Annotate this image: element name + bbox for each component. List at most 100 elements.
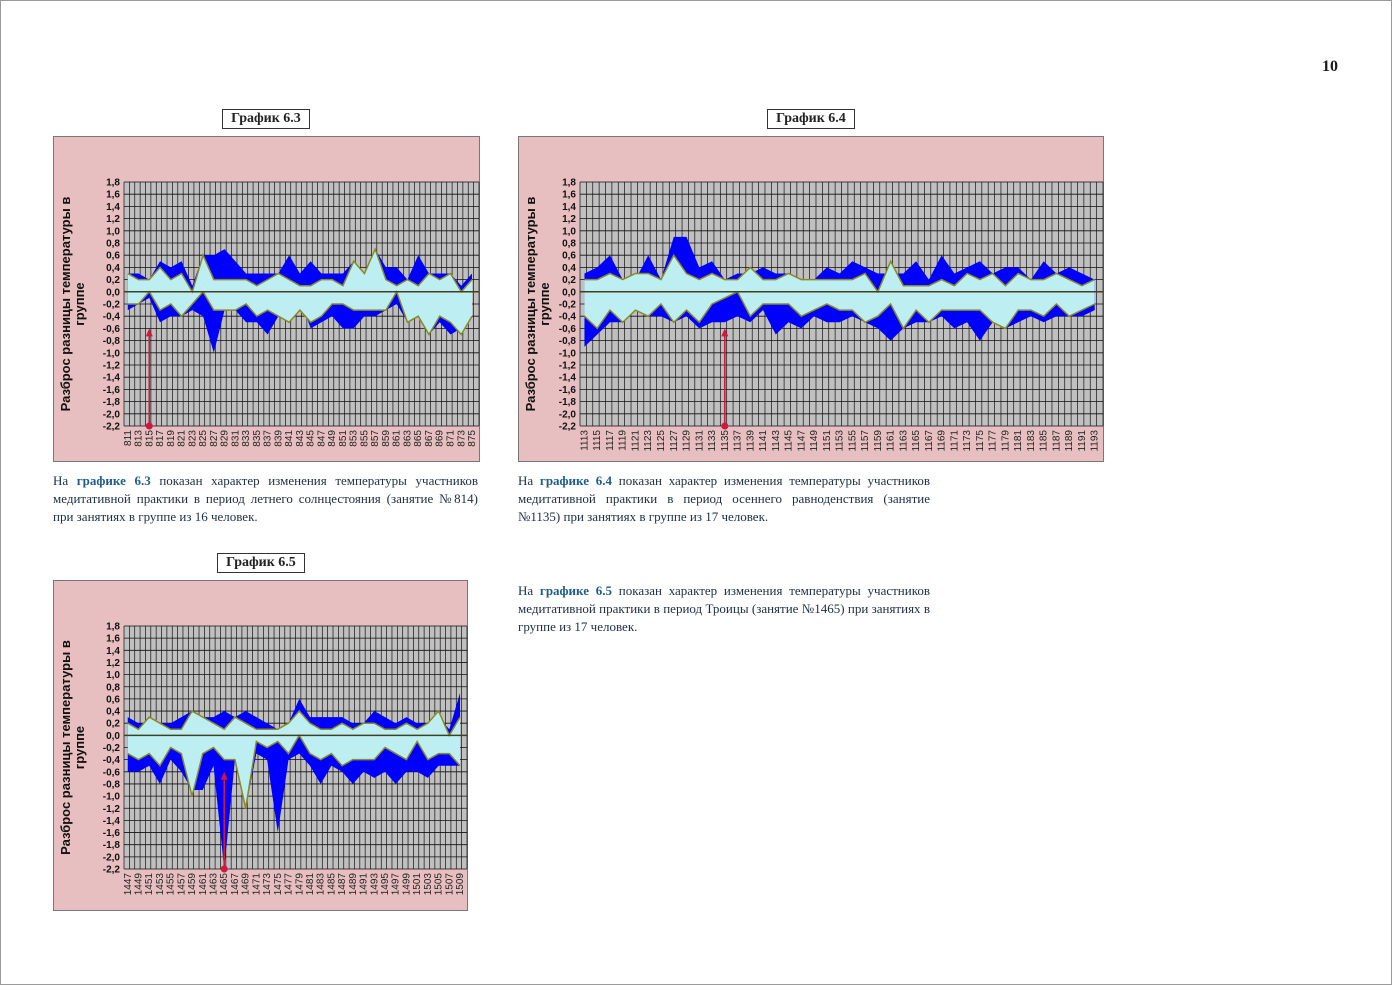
y-tick-label: -1,2 xyxy=(559,361,577,372)
y-tick-label: 1,0 xyxy=(106,670,120,681)
y-tick-label: -0,2 xyxy=(103,743,121,754)
chart-6-3: 1,81,61,41,21,00,80,60,40,20,0-0,2-0,4-0… xyxy=(53,136,480,462)
x-tick-label: 865 xyxy=(413,430,424,447)
caption-prefix: На xyxy=(518,473,540,488)
series-band-lower-line xyxy=(127,733,461,809)
x-tick-label: 1461 xyxy=(198,873,209,896)
y-tick-label: -0,6 xyxy=(103,767,121,778)
x-tick-label: 1135 xyxy=(720,430,731,452)
x-tick-label: 873 xyxy=(456,430,467,447)
x-tick-label: 833 xyxy=(241,430,252,447)
marker-point xyxy=(145,422,153,430)
x-tick-label: 1149 xyxy=(809,430,820,452)
x-tick-label: 1459 xyxy=(187,873,198,896)
x-tick-label: 1453 xyxy=(155,873,166,896)
x-tick-label: 1163 xyxy=(898,430,909,452)
x-tick-label: 1145 xyxy=(784,430,795,452)
series-spread-area xyxy=(127,249,473,353)
x-tick-label: 1143 xyxy=(771,430,782,452)
y-tick-label: -2,2 xyxy=(103,422,121,433)
caption-chart-link[interactable]: графике 6.5 xyxy=(539,583,612,598)
series-band-upper-line xyxy=(127,247,473,294)
x-tick-label: 1113 xyxy=(579,430,590,451)
x-tick-label: 841 xyxy=(284,430,295,447)
x-tick-label: 1155 xyxy=(847,430,858,452)
y-tick-label: 1,6 xyxy=(106,190,120,201)
y-tick-label: -1,2 xyxy=(103,804,121,815)
caption-text: показан характер изменения температуры у… xyxy=(518,473,930,524)
x-tick-label: 851 xyxy=(338,430,349,447)
caption-chart-link[interactable]: графике 6.3 xyxy=(76,473,151,488)
y-tick-label: 0,4 xyxy=(562,263,576,274)
x-tick-label: 1181 xyxy=(1013,430,1024,452)
x-tick-label: 1489 xyxy=(348,873,359,896)
x-tick-label: 1175 xyxy=(975,430,986,452)
series-band-upper-line xyxy=(127,709,461,737)
caption-6-3: На графике 6.3 показан характер изменени… xyxy=(53,472,478,526)
x-tick-label: 815 xyxy=(144,430,155,447)
x-tick-label: 1507 xyxy=(444,873,455,896)
y-axis-title: группе xyxy=(537,282,552,325)
x-tick-label: 825 xyxy=(198,430,209,447)
y-tick-label: 1,8 xyxy=(106,622,120,633)
x-tick-label: 1177 xyxy=(988,430,999,452)
x-tick-label: 1183 xyxy=(1026,430,1037,452)
x-tick-label: 1479 xyxy=(294,873,305,896)
x-tick-label: 821 xyxy=(177,430,188,447)
x-tick-label: 1139 xyxy=(745,430,756,452)
x-tick-label: 1185 xyxy=(1039,430,1050,452)
chart-title-6-4: График 6.4 xyxy=(767,109,855,129)
x-tick-label: 1487 xyxy=(337,873,348,896)
x-tick-label: 1169 xyxy=(937,430,948,452)
x-tick-label: 823 xyxy=(187,430,198,447)
x-tick-label: 1503 xyxy=(423,873,434,896)
x-tick-label: 1447 xyxy=(123,873,134,896)
x-tick-label: 1137 xyxy=(733,430,744,452)
y-tick-label: -1,4 xyxy=(103,816,121,827)
marker-arrow-head xyxy=(721,328,729,337)
y-tick-label: 0,2 xyxy=(106,719,120,730)
y-tick-label: -1,4 xyxy=(103,373,121,384)
y-tick-label: -1,8 xyxy=(559,397,577,408)
y-tick-label: -0,8 xyxy=(103,779,121,790)
y-tick-label: 0,6 xyxy=(562,251,576,262)
y-tick-label: 1,6 xyxy=(562,190,576,201)
y-tick-label: 0,4 xyxy=(106,263,120,274)
x-tick-label: 831 xyxy=(230,430,241,447)
x-tick-label: 1165 xyxy=(911,430,922,452)
y-tick-label: 0,0 xyxy=(106,731,120,742)
x-tick-label: 859 xyxy=(381,430,392,447)
y-axis-title: группе xyxy=(72,282,87,325)
y-tick-label: -1,0 xyxy=(559,348,577,359)
y-tick-label: -1,6 xyxy=(103,828,121,839)
y-tick-label: -1,6 xyxy=(103,385,121,396)
y-tick-label: 0,4 xyxy=(106,707,120,718)
series-band-upper-line xyxy=(584,253,1096,294)
y-tick-label: 0,2 xyxy=(106,275,120,286)
x-tick-label: 1131 xyxy=(694,430,705,452)
y-tick-label: 1,2 xyxy=(106,658,120,669)
x-tick-label: 1189 xyxy=(1064,430,1075,452)
x-tick-label: 1121 xyxy=(630,430,641,452)
y-tick-label: -0,8 xyxy=(103,336,121,347)
x-tick-label: 1449 xyxy=(133,873,144,896)
x-tick-label: 853 xyxy=(349,430,360,447)
x-tick-label: 1123 xyxy=(643,430,654,452)
x-tick-label: 1469 xyxy=(241,873,252,896)
y-tick-label: 1,2 xyxy=(562,214,576,225)
x-tick-label: 849 xyxy=(327,430,338,447)
x-tick-label: 1115 xyxy=(592,430,603,451)
y-tick-label: 0,0 xyxy=(106,287,120,298)
caption-chart-link[interactable]: графике 6.4 xyxy=(539,473,612,488)
y-tick-label: 1,0 xyxy=(106,226,120,237)
chart-title-6-3: График 6.3 xyxy=(222,109,310,129)
x-tick-label: 1509 xyxy=(455,873,466,896)
y-tick-label: -0,2 xyxy=(559,300,577,311)
y-axis-title: Разброс разницы температуры в xyxy=(58,640,73,855)
x-tick-label: 1457 xyxy=(176,873,187,896)
x-tick-label: 1127 xyxy=(669,430,680,452)
marker-arrow-head xyxy=(145,328,153,337)
x-tick-label: 1483 xyxy=(316,873,327,896)
y-tick-label: -2,0 xyxy=(103,409,121,420)
